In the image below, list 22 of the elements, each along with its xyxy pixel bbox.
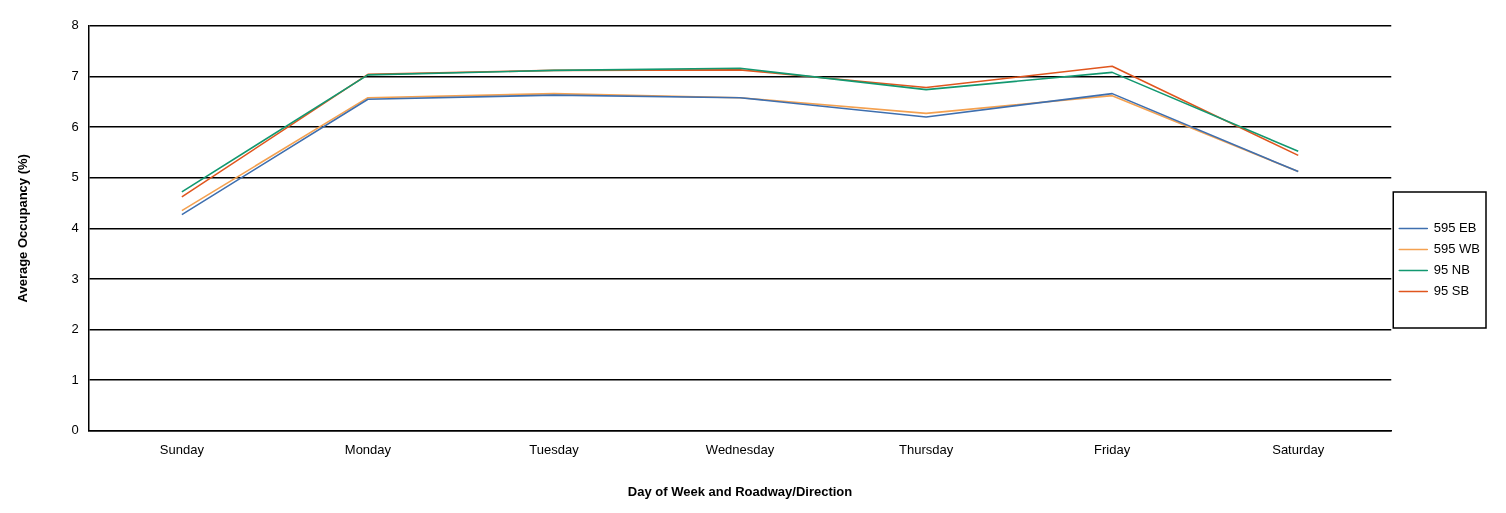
x-tick-label: Wednesday (705, 442, 775, 458)
x-axis-title: Day of Week and Roadway/Direction (627, 483, 853, 499)
legend-label: 595 EB (1433, 220, 1477, 236)
y-tick-label: 6 (71, 118, 79, 134)
x-tick-label: Thursday (899, 442, 954, 458)
y-tick-label: 1 (71, 371, 79, 387)
y-tick-label: 3 (71, 270, 79, 286)
x-tick-label: Saturday (1272, 442, 1325, 458)
legend-label: 95 SB (1433, 283, 1470, 299)
x-tick-label: Sunday (159, 442, 205, 458)
legend-label: 595 WB (1433, 241, 1481, 257)
y-tick-label: 7 (71, 68, 79, 83)
y-tick-label: 5 (71, 169, 79, 185)
x-tick-label: Friday (1094, 442, 1131, 458)
y-axis-title: Average Occupancy (%) (15, 154, 31, 303)
y-tick-label: 8 (71, 17, 79, 33)
y-tick-label: 2 (71, 321, 79, 337)
x-tick-label: Monday (344, 442, 392, 458)
x-tick-label: Tuesday (529, 442, 580, 458)
y-tick-label: 4 (71, 219, 79, 235)
legend-label: 95 NB (1433, 262, 1470, 278)
y-tick-label: 0 (71, 422, 79, 438)
